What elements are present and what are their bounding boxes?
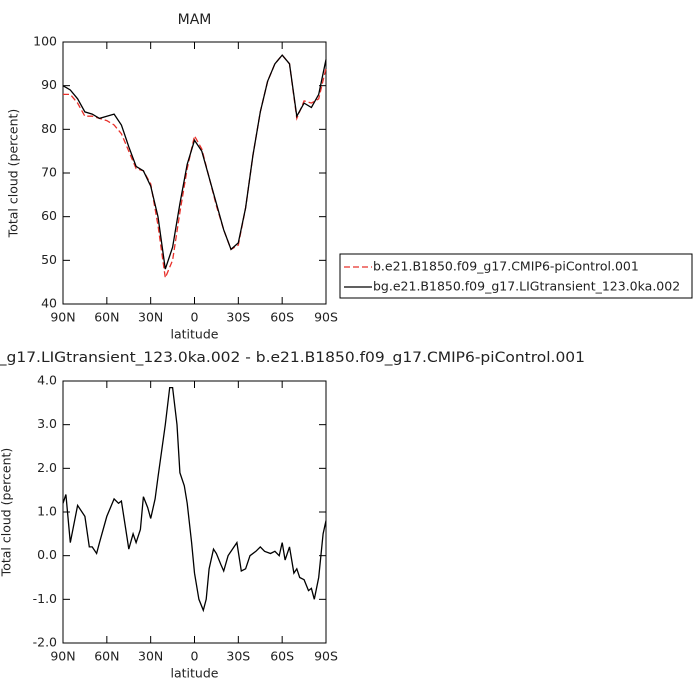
y-tick-label: 100	[33, 34, 57, 49]
data-line	[62, 386, 327, 613]
y-tick-label: -2.0	[33, 635, 57, 650]
y-tick-label: 2.0	[37, 460, 57, 475]
y-tick-label: 0.0	[37, 547, 57, 562]
y-axis-label: Total cloud (percent)	[0, 448, 14, 578]
y-tick-label: -1.0	[33, 591, 57, 606]
y-tick-label: 70	[41, 165, 57, 180]
x-tick-label: 60N	[94, 649, 119, 664]
plot-frame	[62, 380, 327, 644]
x-tick-label: 60S	[270, 310, 294, 325]
legend-box	[339, 253, 693, 299]
y-tick-label: 1.0	[37, 504, 57, 519]
x-tick-label: 30S	[226, 310, 250, 325]
x-tick-label: 60N	[94, 310, 119, 325]
y-tick-label: 50	[41, 252, 57, 267]
x-tick-label: 90S	[314, 649, 338, 664]
chart-title: bg.e21.B1850.f09_g17.LIGtransient_123.0k…	[0, 350, 585, 366]
plot-frame	[62, 41, 327, 305]
legend-label: bg.e21.B1850.f09_g17.LIGtransient_123.0k…	[373, 279, 680, 294]
x-tick-label: 90S	[314, 310, 338, 325]
x-axis-label: latitude	[171, 666, 219, 681]
legend: b.e21.B1850.f09_g17.CMIP6-piControl.001b…	[339, 253, 693, 299]
x-axis-label: latitude	[171, 327, 219, 342]
y-axis-label: Total cloud (percent)	[6, 109, 21, 239]
y-tick-label: 3.0	[37, 416, 57, 431]
y-tick-label: 4.0	[37, 373, 57, 388]
x-tick-label: 30N	[138, 649, 163, 664]
x-tick-label: 90N	[50, 310, 75, 325]
chart-title: MAM	[178, 12, 212, 28]
data-line	[63, 54, 327, 281]
legend-label: b.e21.B1850.f09_g17.CMIP6-piControl.001	[373, 259, 639, 274]
x-tick-label: 0	[191, 310, 199, 325]
x-tick-label: 30N	[138, 310, 163, 325]
x-tick-label: 30S	[226, 649, 250, 664]
y-tick-label: 60	[41, 208, 57, 223]
y-tick-label: 90	[41, 77, 57, 92]
x-tick-label: 0	[191, 649, 199, 664]
y-tick-label: 80	[41, 121, 57, 136]
x-tick-label: 60S	[270, 649, 294, 664]
x-tick-label: 90N	[50, 649, 75, 664]
data-line	[62, 54, 327, 270]
y-tick-label: 40	[41, 296, 57, 311]
